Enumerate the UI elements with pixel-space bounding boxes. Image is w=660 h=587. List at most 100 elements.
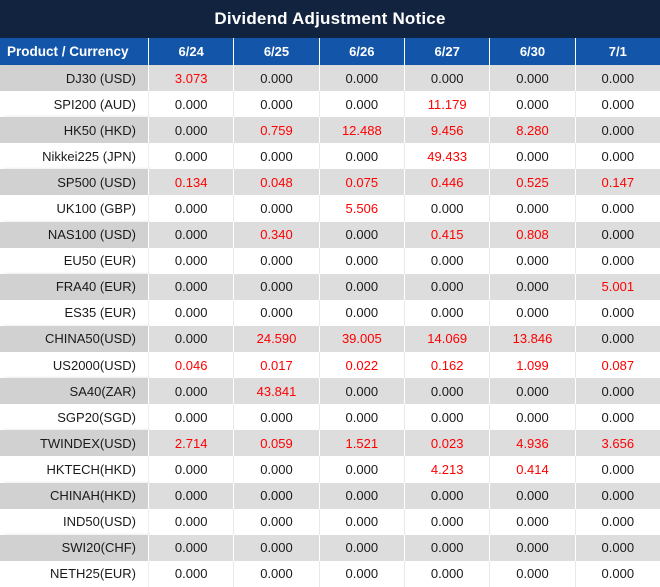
value-cell: 0.000 — [318, 404, 404, 431]
value-cell: 0.000 — [489, 65, 575, 92]
value-cell: 4.213 — [404, 456, 489, 483]
value-cell: 0.000 — [148, 456, 233, 483]
value-cell: 9.456 — [404, 117, 490, 144]
column-header-date: 6/24 — [148, 38, 233, 65]
value-cell: 0.000 — [318, 378, 404, 405]
table-row: SPI200 (AUD) 0.000 0.000 0.000 11.179 0.000 0… — [0, 91, 660, 118]
value-cell: 2.714 — [148, 430, 234, 457]
value-cell: 0.759 — [233, 117, 319, 144]
value-cell: 0.525 — [489, 169, 575, 196]
value-cell: 0.414 — [489, 456, 574, 483]
value-cell: 0.000 — [574, 378, 660, 405]
table-body: DJ30 (USD) 3.073 0.000 0.000 0.000 0.000 0.00… — [0, 65, 660, 587]
row-label: CHINAH(HKD) — [0, 482, 148, 509]
value-cell: 0.000 — [233, 534, 319, 561]
value-cell: 0.000 — [233, 482, 319, 509]
row-label: SGP20(SGD) — [57, 409, 136, 425]
value-cell: 0.087 — [574, 352, 660, 379]
row-label: SA40(ZAR) — [0, 378, 148, 405]
value-cell: 0.000 — [404, 195, 489, 222]
column-header-product-currency: Product / Currency — [7, 44, 129, 59]
value-cell: 0.000 — [318, 534, 404, 561]
value-cell: 39.005 — [318, 325, 404, 353]
value-cell: 0.000 — [233, 508, 318, 535]
table-row: SGP20(SGD) 0.000 0.000 0.000 0.000 0.000 0.00… — [0, 404, 660, 431]
value-cell: 0.000 — [318, 65, 404, 92]
column-header-date: 6/30 — [489, 38, 574, 65]
value-cell: 14.069 — [404, 325, 490, 353]
value-cell: 0.000 — [404, 299, 489, 326]
table-row: SA40(ZAR) 0.000 43.841 0.000 0.000 0.000 0.00… — [0, 378, 660, 405]
row-label: SWI20(CHF) — [0, 534, 148, 561]
table-row: ES35 (EUR) 0.000 0.000 0.000 0.000 0.000 0.00… — [0, 299, 660, 326]
value-cell: 0.000 — [233, 560, 318, 587]
row-label: NAS100 (USD) — [0, 221, 148, 248]
value-cell: 0.000 — [404, 560, 489, 587]
column-header-date: 6/26 — [318, 38, 404, 65]
value-cell: 0.415 — [404, 221, 490, 248]
value-cell: 12.488 — [318, 117, 404, 144]
value-cell: 0.000 — [574, 91, 660, 118]
table-row: SP500 (USD) 0.134 0.048 0.075 0.446 0.525 0.1… — [0, 169, 660, 196]
row-label: TWINDEX(USD) — [0, 430, 148, 457]
row-label: EU50 (EUR) — [63, 253, 136, 269]
value-cell: 0.000 — [318, 247, 404, 274]
value-cell: 0.134 — [148, 169, 234, 196]
value-cell: 0.000 — [574, 117, 660, 144]
value-cell: 0.000 — [574, 482, 660, 509]
value-cell: 0.000 — [574, 325, 660, 353]
value-cell: 0.000 — [489, 378, 575, 405]
table-row: UK100 (GBP) 0.000 0.000 5.506 0.000 0.000 0.0… — [0, 195, 660, 222]
column-header-date: 6/27 — [404, 38, 489, 65]
row-label: CHINA50(USD) — [0, 325, 148, 353]
value-cell: 0.000 — [574, 221, 660, 248]
value-cell: 0.000 — [233, 91, 318, 118]
value-cell: 0.340 — [233, 221, 319, 248]
value-cell: 0.000 — [404, 65, 490, 92]
value-cell: 0.808 — [489, 221, 575, 248]
value-cell: 0.017 — [233, 352, 318, 379]
value-cell: 0.000 — [148, 117, 234, 144]
value-cell: 0.000 — [404, 534, 490, 561]
table-row: SWI20(CHF) 0.000 0.000 0.000 0.000 0.000 0.00… — [0, 534, 660, 561]
value-cell: 0.000 — [233, 65, 319, 92]
row-label: HK50 (HKD) — [0, 117, 148, 144]
table-row: Nikkei225 (JPN) 0.000 0.000 0.000 49.433 0.0… — [0, 143, 660, 170]
row-label: UK100 (GBP) — [56, 201, 136, 217]
value-cell: 0.000 — [148, 299, 233, 326]
value-cell: 0.000 — [404, 273, 490, 300]
value-cell: 0.000 — [148, 482, 234, 509]
value-cell: 0.000 — [404, 247, 489, 274]
value-cell: 0.023 — [404, 430, 490, 457]
value-cell: 0.000 — [233, 273, 319, 300]
value-cell: 43.841 — [233, 378, 319, 405]
value-cell: 0.000 — [148, 91, 233, 118]
row-label: DJ30 (USD) — [0, 65, 148, 92]
row-label: HKTECH(HKD) — [46, 461, 136, 477]
value-cell: 0.000 — [574, 65, 660, 92]
value-cell: 0.000 — [404, 404, 489, 431]
value-cell: 0.000 — [489, 195, 574, 222]
value-cell: 0.059 — [233, 430, 319, 457]
row-label: SP500 (USD) — [0, 169, 148, 196]
value-cell: 0.000 — [318, 273, 404, 300]
value-cell: 0.046 — [148, 352, 233, 379]
value-cell: 0.000 — [148, 273, 234, 300]
value-cell: 3.073 — [148, 65, 234, 92]
value-cell: 0.000 — [233, 456, 318, 483]
value-cell: 3.656 — [574, 430, 660, 457]
value-cell: 0.000 — [148, 143, 233, 170]
value-cell: 0.000 — [318, 482, 404, 509]
table-row: DJ30 (USD) 3.073 0.000 0.000 0.000 0.000 0.00… — [0, 65, 660, 92]
table-row: IND50(USD) 0.000 0.000 0.000 0.000 0.000 0.00… — [0, 508, 660, 535]
value-cell: 0.000 — [233, 299, 318, 326]
value-cell: 0.022 — [318, 352, 404, 379]
row-label: ES35 (EUR) — [64, 305, 136, 321]
table-row: CHINA50(USD) 0.000 24.590 39.005 14.069 13.8… — [0, 325, 660, 353]
value-cell: 4.936 — [489, 430, 575, 457]
table-row: NAS100 (USD) 0.000 0.340 0.000 0.415 0.808 0.… — [0, 221, 660, 248]
table-row: NETH25(EUR) 0.000 0.000 0.000 0.000 0.000 0.0… — [0, 560, 660, 587]
value-cell: 5.506 — [318, 195, 404, 222]
value-cell: 0.000 — [574, 143, 660, 170]
